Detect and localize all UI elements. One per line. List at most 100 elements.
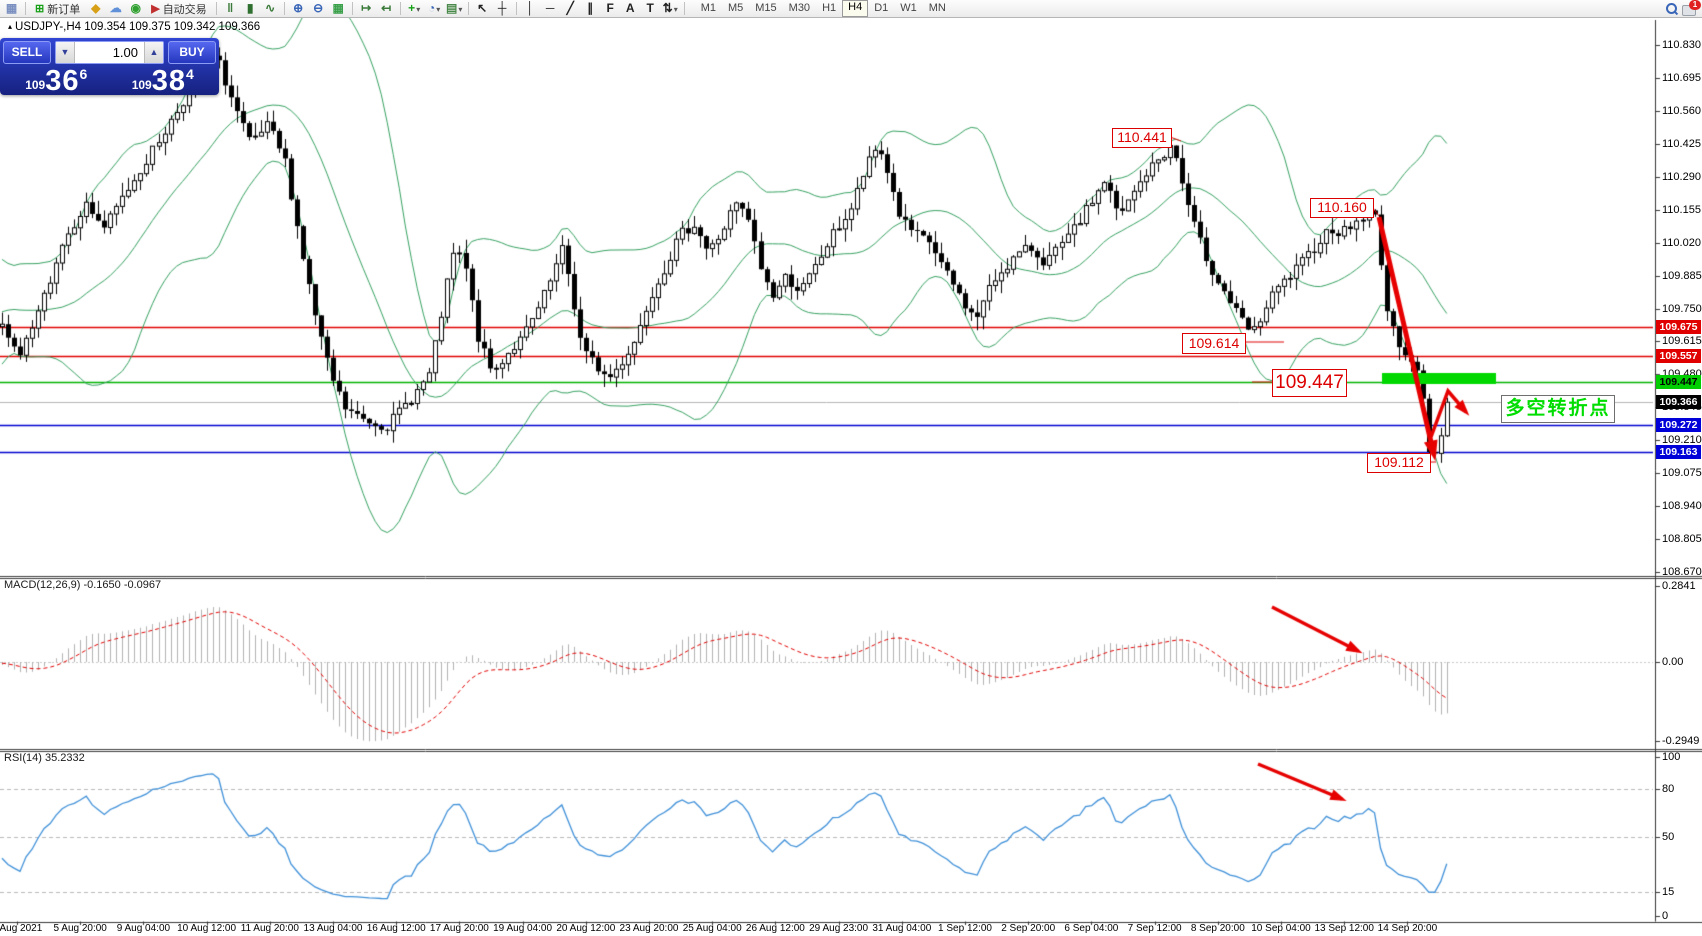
volume-decrease-button[interactable]: ▼ [56,42,75,63]
cursor-icon[interactable]: ↖ [473,1,492,17]
toolbar-separator [351,2,353,15]
tile-windows-icon[interactable]: ▦ [329,1,348,17]
zoom-out-icon[interactable]: ⊖ [309,1,328,17]
toolbar-separator [283,2,285,15]
dropdown-caret-icon: ▾ [436,4,441,14]
line-chart-type-icon-glyph: ∿ [265,0,276,15]
sell-price-display[interactable]: 109366 [3,65,110,97]
timeframe-button-h1[interactable]: H1 [822,2,837,14]
zoom-out-icon-glyph: ⊖ [313,0,324,15]
chart-window-icon-glyph: ▦ [5,0,18,15]
new-order-button-label: 新订单 [47,3,81,16]
toolbar-separator [467,2,469,15]
volume-stepper: ▼ 1.00 ▲ [55,41,164,64]
buy-price-big: 38 [151,65,186,97]
crosshair-icon[interactable]: ┼ [493,1,512,17]
autotrading-button-label: 自动交易 [162,3,207,16]
shapes-tool-icon[interactable]: ⇅▾ [661,1,680,17]
zoom-in-icon-glyph: ⊕ [293,0,304,15]
autotrading-glyph: ▶ [151,3,160,15]
signals-icon[interactable]: ◉ [126,1,145,17]
channel-tool-icon[interactable]: ∥ [581,1,600,17]
timeframe-button-d1[interactable]: D1 [874,2,889,14]
main-toolbar: ▦ ⊞ 新订单 ◆ ☁ ◉ ▶ 自动交易 ‖ ▮ ∿ ⊕ ⊖ ▦ ↦ ↤ +▾ ◔▾ ▤▾ ↖ ┼ │ ─ ╱ ∥ F A T ⇅▾ M1… [0,0,1702,18]
timeframe-button-w1[interactable]: W1 [900,2,917,14]
sell-button[interactable]: SELL [3,41,51,64]
timeframe-button-mn[interactable]: MN [928,2,946,14]
profile-icon[interactable]: ☁ [106,1,125,17]
fibonacci-tool-icon-glyph: F [606,0,614,15]
chart-style-bucket-icon[interactable]: ◆ [86,1,105,17]
new-order-button[interactable]: ⊞ 新订单 [30,1,85,17]
timeframe-toolbar: M1 M5 M15 M30 H1 H4 D1 W1 MN [695,0,952,17]
zoom-in-icon[interactable]: ⊕ [289,1,308,17]
cursor-icon-glyph: ↖ [477,0,488,15]
channel-tool-icon-glyph: ∥ [587,0,594,15]
toolbar-separator [683,2,685,15]
line-chart-type-icon[interactable]: ∿ [261,1,280,17]
new-order-glyph: ⊞ [35,3,45,15]
crosshair-icon-glyph: ┼ [497,0,507,15]
symbol-marker-icon: ▴ [8,22,13,31]
buy-price-sup: 4 [186,66,194,82]
toolbar-separator [25,2,26,15]
label-tool-icon[interactable]: T [641,1,660,17]
bar-chart-type-icon-glyph: ‖ [227,0,234,15]
macd-indicator-label: MACD(12,26,9) -0.1650 -0.0967 [4,579,162,591]
text-tool-icon-glyph: A [625,0,635,15]
tile-windows-icon-glyph: ▦ [332,0,344,15]
autotrading-button[interactable]: ▶ 自动交易 [146,1,211,17]
timeframe-button-m15[interactable]: M15 [755,2,777,14]
symbol-ohlc-text: USDJPY-,H4 109.354 109.375 109.342 109.3… [15,21,261,33]
candlestick-chart-type-icon[interactable]: ▮ [241,1,260,17]
chart-style-bucket-icon-glyph: ◆ [91,0,101,15]
dropdown-caret-icon: ▾ [673,4,678,14]
notification-badge: 1 [1689,0,1701,10]
bull-bear-turning-point-note[interactable]: 多空转折点 [1501,395,1615,423]
add-indicator-icon-glyph: + [408,0,416,15]
chart-window-icon[interactable]: ▦ [2,1,21,17]
notifications-icon[interactable]: 1 [1680,0,1701,17]
buy-button[interactable]: BUY [168,41,216,64]
toolbar-separator [399,2,401,15]
timeframe-button-m30[interactable]: M30 [788,2,811,14]
trendline-tool-icon-glyph: ╱ [566,0,574,15]
rsi-indicator-label: RSI(14) 35.2332 [4,752,85,764]
chart-shift-icon[interactable]: ↤ [377,1,396,17]
toolbar-separator [515,2,517,15]
buy-price-prefix: 109 [131,78,152,92]
bar-chart-type-icon[interactable]: ‖ [221,1,240,17]
buy-price-display[interactable]: 109384 [110,65,217,97]
text-tool-icon[interactable]: A [621,1,640,17]
timeframe-button-m5[interactable]: M5 [727,2,744,14]
vertical-line-tool-icon[interactable]: │ [521,1,540,17]
period-clock-icon[interactable]: ◔▾ [425,1,444,17]
trendline-tool-icon[interactable]: ╱ [561,1,580,17]
volume-increase-button[interactable]: ▲ [144,42,163,63]
vertical-line-tool-icon-glyph: │ [526,0,534,15]
template-icon-glyph: ▤ [446,0,458,15]
profile-icon-glyph: ☁ [109,0,122,15]
chart-shift-icon-glyph: ↤ [381,0,392,15]
timeframe-button-m1[interactable]: M1 [700,2,716,14]
shapes-tool-icon-glyph: ⇅ [662,0,673,15]
one-click-trading-panel: SELL ▼ 1.00 ▲ BUY 109366 109384 [0,38,219,97]
sell-price-big: 36 [45,65,80,97]
add-indicator-icon[interactable]: +▾ [405,1,424,17]
horizontal-line-tool-icon-glyph: ─ [545,0,555,15]
sell-price-sup: 6 [79,66,88,82]
timeframe-button-h4[interactable]: H4 [842,0,869,17]
signals-icon-glyph: ◉ [130,0,141,15]
auto-scroll-icon[interactable]: ↦ [357,1,376,17]
template-icon[interactable]: ▤▾ [445,1,464,17]
toolbar-separator [215,2,217,15]
horizontal-line-tool-icon[interactable]: ─ [541,1,560,17]
auto-scroll-icon-glyph: ↦ [361,0,372,15]
period-clock-icon-glyph: ◔ [428,0,436,15]
search-icon[interactable] [1663,1,1679,17]
volume-input[interactable]: 1.00 [112,45,138,60]
fibonacci-tool-icon[interactable]: F [601,1,620,17]
sell-price-prefix: 109 [25,78,46,92]
